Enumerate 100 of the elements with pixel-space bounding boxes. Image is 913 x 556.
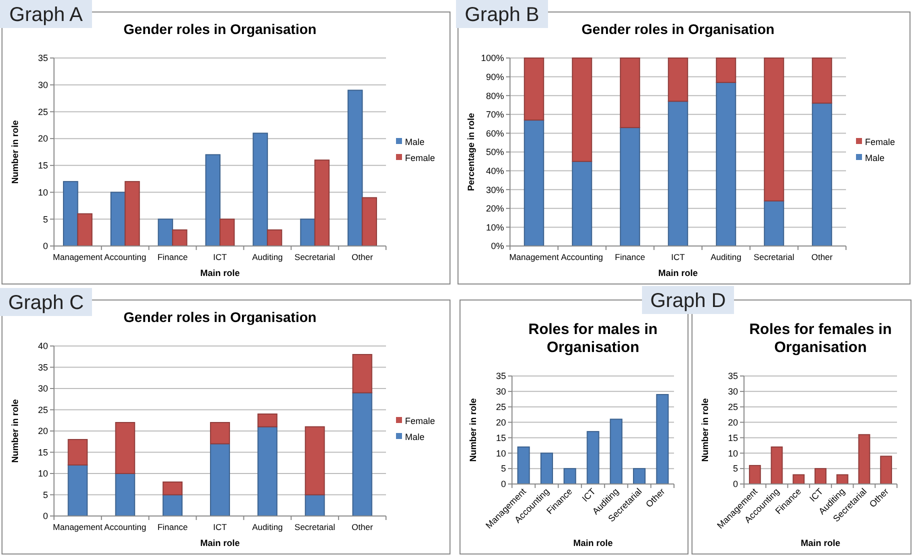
- bar: [836, 474, 848, 484]
- y-tick-label: 10: [728, 448, 738, 458]
- bar: [115, 473, 136, 516]
- bar: [812, 102, 832, 246]
- bar: [880, 456, 892, 484]
- legend-label: Male: [865, 153, 885, 164]
- y-tick-label: 0: [732, 479, 738, 490]
- y-tick-label: 0: [500, 479, 506, 490]
- chart-title: Gender roles in Organisation: [124, 21, 316, 37]
- bar: [68, 439, 88, 466]
- bar: [252, 132, 268, 246]
- y-tick-label: 25: [38, 404, 48, 415]
- y-tick-label: 20%: [486, 204, 504, 214]
- chart-title: Roles for males in Organisation: [528, 321, 658, 356]
- x-axis-title: Main role: [200, 538, 240, 548]
- x-tick-label: Management: [52, 522, 104, 532]
- x-axis-title: Main role: [658, 268, 698, 278]
- legend-label: Female: [865, 137, 896, 148]
- legend-label: Female: [405, 153, 436, 164]
- legend-label: Male: [405, 137, 425, 148]
- y-tick-label: 10: [496, 448, 506, 458]
- y-tick-label: 15: [496, 432, 506, 443]
- legend-label: Female: [405, 416, 436, 426]
- y-tick-label: 20: [496, 417, 506, 428]
- bar: [205, 154, 220, 246]
- bar: [352, 354, 372, 394]
- text: Graph B: [464, 4, 540, 26]
- y-tick-label: 100%: [480, 53, 504, 64]
- y-tick-label: 35: [38, 362, 48, 372]
- bar: [362, 197, 378, 246]
- x-tick-label: Auditing: [252, 522, 284, 532]
- bar: [572, 160, 592, 246]
- x-axis-title: Main role: [573, 538, 613, 548]
- y-tick-label: 20: [38, 426, 48, 436]
- y-tick-label: 30%: [486, 184, 504, 195]
- bar: [162, 482, 183, 496]
- x-tick-label: Management: [509, 252, 560, 262]
- bar: [764, 200, 784, 246]
- x-tick-label: ICT: [213, 522, 227, 532]
- bar: [210, 443, 230, 516]
- y-tick-label: 5: [500, 464, 506, 474]
- x-tick-label: Auditing: [252, 252, 284, 262]
- bar: [748, 464, 761, 484]
- y-tick-label: 70%: [486, 110, 504, 120]
- bar: [517, 446, 530, 484]
- y-tick-label: 25: [728, 402, 738, 412]
- y-tick-label: 40: [38, 341, 48, 352]
- y-tick-label: 30: [496, 386, 506, 397]
- x-tick-label: Finance: [614, 252, 646, 262]
- bar: [124, 181, 140, 246]
- bar: [858, 434, 870, 484]
- y-tick-label: 5: [732, 464, 738, 474]
- y-axis-title: Percentage in role: [466, 112, 476, 192]
- bar: [110, 192, 126, 246]
- y-tick-label: 50%: [486, 147, 504, 158]
- bar: [564, 468, 576, 484]
- bar: [620, 58, 640, 128]
- y-axis-title: Number in role: [10, 120, 20, 184]
- x-tick-label: Other: [811, 252, 833, 262]
- x-tick-label: Secretarial: [294, 252, 336, 262]
- y-tick-label: 10%: [486, 222, 504, 232]
- x-tick-label: Other: [352, 252, 374, 262]
- bar: [633, 468, 646, 484]
- x-tick-label: Secretarial: [754, 252, 794, 262]
- bar: [266, 229, 282, 246]
- y-tick-label: 25: [496, 402, 506, 412]
- y-tick-label: 10: [38, 468, 48, 479]
- bar: [716, 82, 736, 246]
- bar: [764, 58, 784, 202]
- bar: [115, 422, 136, 474]
- y-tick-label: 25: [38, 106, 48, 117]
- bar: [158, 218, 174, 246]
- bar: [668, 100, 688, 246]
- bar: [304, 426, 325, 496]
- y-tick-label: 35: [496, 371, 506, 382]
- bar: [304, 494, 325, 516]
- y-tick-label: 35: [38, 53, 48, 64]
- x-tick-label: Accounting: [560, 252, 604, 262]
- bar: [610, 418, 622, 484]
- x-tick-label: ICT: [808, 486, 826, 504]
- y-tick-label: 35: [728, 371, 738, 382]
- bar: [814, 468, 826, 484]
- y-tick-label: 5: [42, 490, 48, 500]
- y-tick-label: 15: [38, 160, 48, 171]
- bar: [770, 446, 783, 484]
- x-axis-title: Main role: [200, 268, 240, 278]
- bar: [586, 431, 600, 484]
- legend-label: Male: [405, 432, 425, 442]
- y-tick-label: 0: [42, 511, 48, 522]
- y-tick-label: 40%: [486, 166, 504, 176]
- bar: [540, 452, 553, 484]
- bar: [716, 58, 736, 83]
- x-tick-label: ICT: [671, 252, 685, 262]
- x-tick-label: Auditing: [710, 252, 742, 262]
- bar: [162, 494, 183, 516]
- y-tick-label: 15: [728, 432, 738, 443]
- chart-title: Roles for females in Organisation: [749, 321, 892, 356]
- y-tick-label: 15: [38, 447, 48, 458]
- bar: [812, 58, 832, 104]
- x-tick-label: Finance: [157, 252, 188, 262]
